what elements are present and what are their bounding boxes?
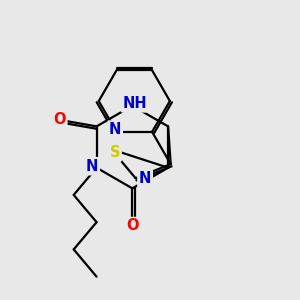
Text: N: N	[86, 159, 98, 174]
Text: N: N	[109, 122, 121, 137]
Text: O: O	[53, 112, 66, 127]
Text: NH: NH	[122, 96, 147, 111]
Text: N: N	[139, 171, 151, 186]
Text: S: S	[110, 145, 120, 160]
Text: O: O	[126, 218, 139, 233]
